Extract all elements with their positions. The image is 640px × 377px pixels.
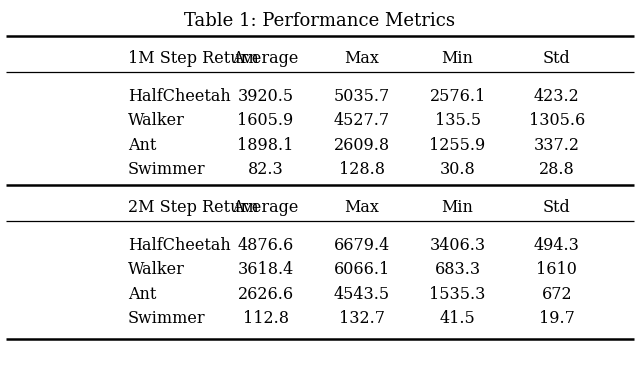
Text: Ant: Ant	[128, 285, 156, 303]
Text: Average: Average	[232, 50, 299, 67]
Text: 494.3: 494.3	[534, 236, 580, 254]
Text: 1255.9: 1255.9	[429, 136, 486, 154]
Text: 132.7: 132.7	[339, 310, 385, 327]
Text: 2576.1: 2576.1	[429, 87, 486, 105]
Text: 19.7: 19.7	[539, 310, 575, 327]
Text: 128.8: 128.8	[339, 161, 385, 178]
Text: 30.8: 30.8	[440, 161, 476, 178]
Text: 135.5: 135.5	[435, 112, 481, 129]
Text: 6066.1: 6066.1	[333, 261, 390, 278]
Text: 6679.4: 6679.4	[333, 236, 390, 254]
Text: Ant: Ant	[128, 136, 156, 154]
Text: 672: 672	[541, 285, 572, 303]
Text: 1610: 1610	[536, 261, 577, 278]
Text: Min: Min	[442, 50, 474, 67]
Text: 82.3: 82.3	[248, 161, 284, 178]
Text: Min: Min	[442, 199, 474, 216]
Text: Std: Std	[543, 199, 571, 216]
Text: 4527.7: 4527.7	[333, 112, 390, 129]
Text: Std: Std	[543, 50, 571, 67]
Text: 3920.5: 3920.5	[237, 87, 294, 105]
Text: 112.8: 112.8	[243, 310, 289, 327]
Text: Table 1: Performance Metrics: Table 1: Performance Metrics	[184, 12, 456, 30]
Text: Max: Max	[344, 199, 379, 216]
Text: 423.2: 423.2	[534, 87, 580, 105]
Text: 1M Step Return: 1M Step Return	[128, 50, 259, 67]
Text: 28.8: 28.8	[539, 161, 575, 178]
Text: 1535.3: 1535.3	[429, 285, 486, 303]
Text: Max: Max	[344, 50, 379, 67]
Text: Walker: Walker	[128, 261, 185, 278]
Text: 4876.6: 4876.6	[237, 236, 294, 254]
Text: 683.3: 683.3	[435, 261, 481, 278]
Text: 3406.3: 3406.3	[429, 236, 486, 254]
Text: 2609.8: 2609.8	[333, 136, 390, 154]
Text: 3618.4: 3618.4	[237, 261, 294, 278]
Text: 4543.5: 4543.5	[333, 285, 390, 303]
Text: 1305.6: 1305.6	[529, 112, 585, 129]
Text: 5035.7: 5035.7	[333, 87, 390, 105]
Text: 2M Step Return: 2M Step Return	[128, 199, 259, 216]
Text: Swimmer: Swimmer	[128, 161, 205, 178]
Text: 1898.1: 1898.1	[237, 136, 294, 154]
Text: 41.5: 41.5	[440, 310, 476, 327]
Text: Swimmer: Swimmer	[128, 310, 205, 327]
Text: 337.2: 337.2	[534, 136, 580, 154]
Text: 2626.6: 2626.6	[237, 285, 294, 303]
Text: 1605.9: 1605.9	[237, 112, 294, 129]
Text: HalfCheetah: HalfCheetah	[128, 236, 231, 254]
Text: HalfCheetah: HalfCheetah	[128, 87, 231, 105]
Text: Average: Average	[232, 199, 299, 216]
Text: Walker: Walker	[128, 112, 185, 129]
